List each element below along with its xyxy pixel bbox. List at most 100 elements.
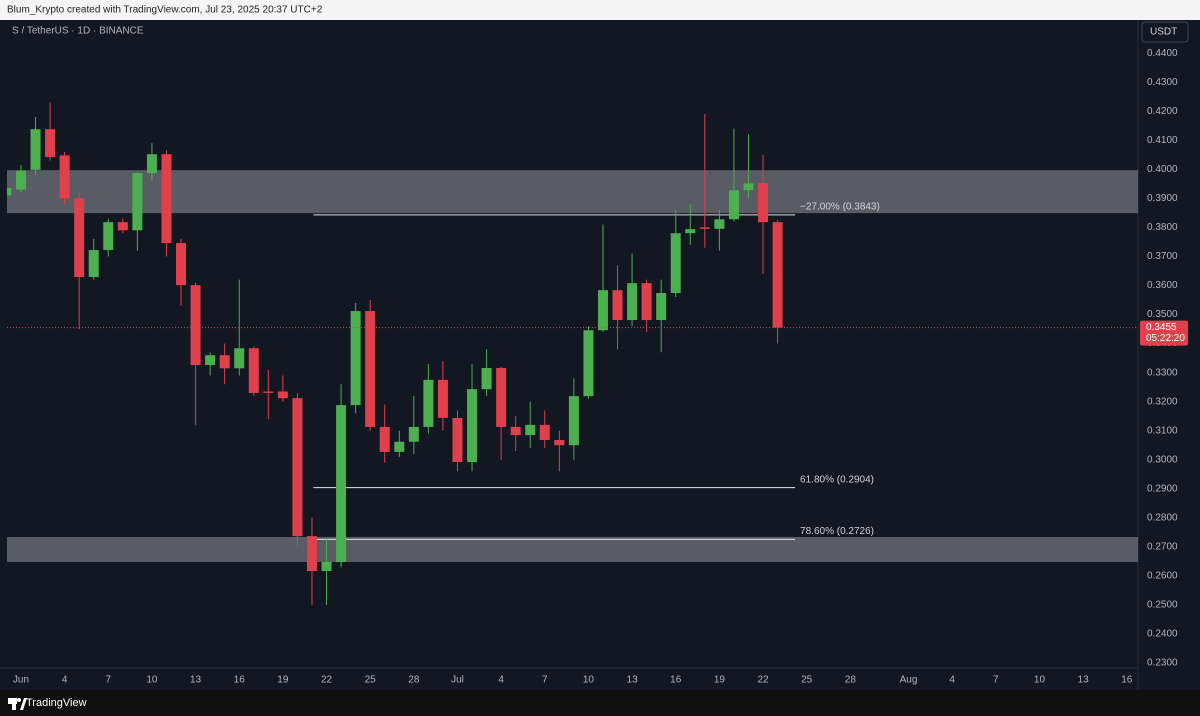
candle-body xyxy=(350,311,361,406)
y-tick-label: 0.3200 xyxy=(1147,396,1178,407)
candle-body xyxy=(88,250,99,278)
x-tick-label: 16 xyxy=(234,675,246,686)
x-tick-label: 7 xyxy=(993,675,999,686)
logo xyxy=(8,698,27,710)
candle-body xyxy=(452,417,463,463)
candle-body xyxy=(554,439,565,446)
plot-area xyxy=(7,102,1138,605)
candle-body xyxy=(306,536,317,571)
candle-body xyxy=(525,424,536,436)
candle-body xyxy=(758,183,769,223)
x-tick-label: 13 xyxy=(627,675,639,686)
zone xyxy=(7,537,1138,562)
footer-bar xyxy=(0,690,1200,716)
candle-body xyxy=(117,222,128,231)
candle-body xyxy=(336,405,347,562)
y-tick-label: 0.2400 xyxy=(1147,629,1178,640)
x-tick-label: 10 xyxy=(146,675,158,686)
candle-body xyxy=(583,330,594,397)
candle-body xyxy=(394,441,405,452)
candle-body xyxy=(176,243,187,286)
x-tick-label: 28 xyxy=(408,675,420,686)
candle-body xyxy=(30,129,41,170)
x-tick-label: 4 xyxy=(62,675,68,686)
y-tick-label: 0.4100 xyxy=(1147,135,1178,146)
candle-body xyxy=(496,367,507,427)
candle-body xyxy=(15,170,26,190)
y-tick-label: 0.4400 xyxy=(1147,48,1178,59)
y-tick-label: 0.3300 xyxy=(1147,367,1178,378)
y-tick-label: 0.3800 xyxy=(1147,222,1178,233)
y-tick-label: 0.4200 xyxy=(1147,106,1178,117)
branding: TradingView xyxy=(26,697,87,709)
candle-body xyxy=(365,311,376,427)
candle-body xyxy=(292,398,303,537)
y-tick-label: 0.2500 xyxy=(1147,600,1178,611)
x-tick-label: 25 xyxy=(801,675,813,686)
credit: Blum_Krypto created with TradingView.com… xyxy=(7,5,323,16)
candle-body xyxy=(539,424,550,440)
candle-body xyxy=(103,222,114,251)
header-bar xyxy=(0,0,1200,20)
candle-body xyxy=(670,233,681,294)
y-tick-label: 0.4000 xyxy=(1147,164,1178,175)
x-tick-label: Jun xyxy=(13,675,29,686)
x-tick-label: 19 xyxy=(277,675,289,686)
candle-body xyxy=(205,355,216,366)
candle-body xyxy=(408,426,419,442)
x-tick-label: 10 xyxy=(1034,675,1046,686)
y-tick-label: 0.3700 xyxy=(1147,251,1178,262)
candle-body xyxy=(597,290,608,331)
y-tick-label: 0.3000 xyxy=(1147,454,1178,465)
candle-body xyxy=(146,154,157,174)
candle-body xyxy=(728,190,739,220)
candle-body xyxy=(7,188,12,196)
x-tick-label: 22 xyxy=(757,675,769,686)
fib-label: 78.60% (0.2726) xyxy=(800,526,874,537)
candle-body xyxy=(234,348,245,369)
x-tick-label: 16 xyxy=(1121,675,1133,686)
candle-body xyxy=(59,155,70,199)
candle-body xyxy=(656,293,667,321)
candle-body xyxy=(277,391,288,399)
candle-body xyxy=(161,154,172,244)
candle-body xyxy=(743,183,754,191)
candle-body xyxy=(685,229,696,234)
y-tick-label: 0.4300 xyxy=(1147,77,1178,88)
candle-body xyxy=(219,355,230,369)
x-tick-label: 4 xyxy=(949,675,955,686)
y-tick-label: 0.2600 xyxy=(1147,571,1178,582)
candle-body xyxy=(467,389,478,463)
candle-body xyxy=(74,198,85,278)
y-tick-label: 0.3900 xyxy=(1147,193,1178,204)
chart-background xyxy=(0,20,1200,690)
candle-body xyxy=(132,173,143,231)
candle-body xyxy=(612,290,623,321)
fib-label: 61.80% (0.2904) xyxy=(800,474,874,485)
x-tick-label: 16 xyxy=(670,675,682,686)
candle-body xyxy=(45,129,56,158)
candle-body xyxy=(772,222,783,328)
y-tick-label: 0.2800 xyxy=(1147,512,1178,523)
x-tick-label: 4 xyxy=(498,675,504,686)
candle-body xyxy=(699,227,710,229)
candle-body xyxy=(510,426,521,436)
y-tick-label: 0.2700 xyxy=(1147,542,1178,553)
fib-label: −27.00% (0.3843) xyxy=(800,202,880,213)
chart-title: S / TetherUS · 1D · BINANCE xyxy=(12,26,144,37)
zone xyxy=(7,170,1138,214)
candle-body xyxy=(714,219,725,229)
candle-body xyxy=(248,348,259,393)
candle-body xyxy=(481,367,492,390)
x-tick-label: 19 xyxy=(714,675,726,686)
y-tick-label: 0.2900 xyxy=(1147,483,1178,494)
candle-body xyxy=(568,396,579,446)
y-tick-label: 0.3500 xyxy=(1147,309,1178,320)
currency: USDT xyxy=(1150,27,1177,38)
x-tick-label: 28 xyxy=(845,675,857,686)
x-tick-label: 25 xyxy=(365,675,377,686)
candle-body xyxy=(437,379,448,418)
last-price-label: 0.3455 xyxy=(1146,322,1177,333)
candle-body xyxy=(379,426,390,452)
